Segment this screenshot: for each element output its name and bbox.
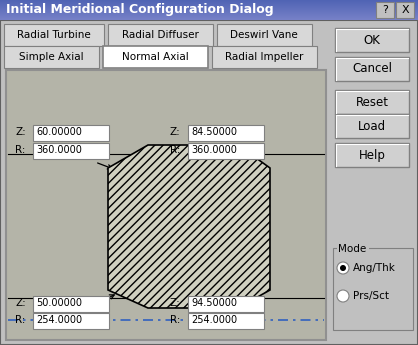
Bar: [33, 125, 109, 141]
Text: R:: R:: [170, 315, 181, 325]
Circle shape: [337, 290, 349, 302]
Circle shape: [337, 262, 349, 274]
Bar: [0, 13, 418, 14]
Bar: [0, 15, 418, 16]
Bar: [0, 2, 418, 3]
Bar: [0, 11, 418, 12]
Bar: [0, 14, 418, 15]
Text: 254.0000: 254.0000: [191, 315, 237, 325]
Bar: [103, 46, 208, 68]
Bar: [108, 24, 213, 46]
Text: Z:: Z:: [170, 127, 181, 137]
Text: Z:: Z:: [15, 127, 26, 137]
Text: Radial Turbine: Radial Turbine: [17, 30, 91, 40]
Bar: [0, 7, 418, 8]
Circle shape: [340, 265, 346, 271]
Text: Cancel: Cancel: [352, 62, 392, 76]
Bar: [335, 143, 409, 167]
Text: Simple Axial: Simple Axial: [19, 52, 83, 62]
Bar: [188, 296, 264, 312]
Bar: [333, 248, 413, 330]
Text: ?: ?: [382, 5, 388, 15]
Bar: [335, 57, 409, 81]
Text: Load: Load: [358, 119, 386, 132]
Text: Normal Axial: Normal Axial: [122, 52, 189, 62]
Text: 50.00000: 50.00000: [36, 298, 82, 308]
Text: 254.0000: 254.0000: [36, 315, 82, 325]
Bar: [0, 0, 418, 20]
Bar: [4, 46, 99, 68]
Text: Prs/Sct: Prs/Sct: [353, 291, 389, 301]
Bar: [0, 19, 418, 20]
Text: 94.50000: 94.50000: [191, 298, 237, 308]
Bar: [335, 90, 409, 114]
Bar: [335, 114, 409, 138]
Bar: [0, 5, 418, 6]
Bar: [188, 125, 264, 141]
Text: 84.50000: 84.50000: [191, 127, 237, 137]
Text: R:: R:: [15, 145, 25, 155]
Bar: [6, 70, 326, 340]
Polygon shape: [108, 145, 270, 308]
Text: X: X: [401, 5, 409, 15]
Bar: [188, 143, 264, 159]
Bar: [0, 18, 418, 19]
Bar: [0, 0, 418, 1]
Text: 360.0000: 360.0000: [191, 145, 237, 155]
Bar: [0, 3, 418, 4]
Bar: [0, 4, 418, 5]
Text: Help: Help: [359, 148, 385, 161]
Text: Z:: Z:: [15, 298, 26, 308]
Bar: [33, 143, 109, 159]
Text: Mode: Mode: [338, 244, 366, 254]
Text: OK: OK: [364, 33, 380, 47]
Bar: [188, 313, 264, 329]
Text: Z:: Z:: [170, 298, 181, 308]
Text: Radial Diffuser: Radial Diffuser: [122, 30, 199, 40]
Bar: [33, 313, 109, 329]
Text: Initial Meridional Configuration Dialog: Initial Meridional Configuration Dialog: [6, 3, 274, 16]
Bar: [217, 24, 312, 46]
Bar: [0, 9, 418, 10]
Bar: [337, 243, 369, 253]
Bar: [4, 24, 104, 46]
Bar: [0, 17, 418, 18]
Bar: [376, 2, 394, 18]
Bar: [396, 2, 414, 18]
Bar: [0, 12, 418, 13]
Bar: [33, 296, 109, 312]
Bar: [0, 10, 418, 11]
Bar: [0, 8, 418, 9]
Bar: [335, 28, 409, 52]
Text: R:: R:: [15, 315, 25, 325]
Bar: [0, 6, 418, 7]
Bar: [212, 46, 317, 68]
Bar: [0, 16, 418, 17]
Text: Radial Impeller: Radial Impeller: [225, 52, 303, 62]
Text: Ang/Thk: Ang/Thk: [353, 263, 396, 273]
Text: R:: R:: [170, 145, 181, 155]
Text: Reset: Reset: [355, 96, 388, 108]
Text: 60.00000: 60.00000: [36, 127, 82, 137]
Text: 360.0000: 360.0000: [36, 145, 82, 155]
Bar: [0, 1, 418, 2]
Text: Deswirl Vane: Deswirl Vane: [230, 30, 298, 40]
